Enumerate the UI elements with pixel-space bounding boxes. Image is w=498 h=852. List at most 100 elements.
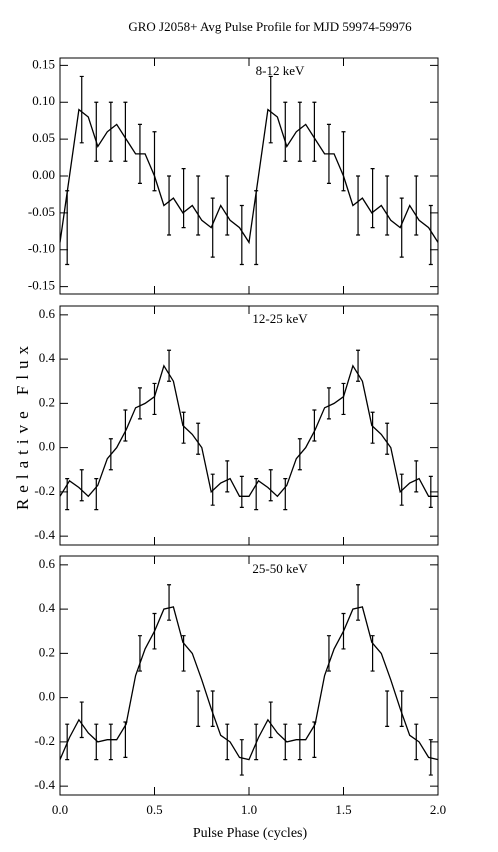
error-bar — [123, 101, 128, 162]
y-tick-label: 0.6 — [39, 556, 56, 571]
error-bar — [137, 635, 142, 672]
x-tick-label: 0.0 — [52, 802, 68, 817]
error-bar — [225, 175, 230, 236]
error-bar — [414, 460, 419, 493]
y-tick-label: 0.2 — [39, 644, 55, 659]
x-tick-label: 2.0 — [430, 802, 446, 817]
y-tick-label: 0.05 — [32, 130, 55, 145]
y-tick-label: 0.4 — [39, 350, 56, 365]
error-bar — [385, 422, 390, 455]
error-bar — [356, 584, 361, 621]
y-tick-label: -0.4 — [34, 527, 55, 542]
fit-line — [59, 364, 438, 498]
error-bar — [268, 469, 273, 502]
x-tick-label: 1.5 — [335, 802, 351, 817]
error-bar — [326, 123, 331, 184]
error-bar — [370, 168, 375, 229]
y-tick-label: -0.4 — [34, 777, 55, 792]
error-bar — [326, 387, 331, 420]
error-bar — [196, 175, 201, 236]
error-bar — [414, 723, 419, 761]
panel-label: 12-25 keV — [252, 311, 308, 326]
error-bar — [356, 175, 361, 236]
error-bar — [356, 349, 361, 382]
error-bar — [196, 422, 201, 455]
error-bar — [123, 721, 128, 758]
error-bar — [370, 411, 375, 444]
error-bar — [254, 723, 259, 761]
error-bar — [79, 75, 84, 144]
y-tick-label: 0.2 — [39, 394, 55, 409]
error-bar — [268, 701, 273, 739]
error-bar — [79, 701, 84, 739]
y-tick-label: 0.0 — [39, 689, 55, 704]
error-bar — [225, 460, 230, 493]
error-bar — [297, 438, 302, 471]
fit-line — [59, 108, 439, 245]
error-bar — [210, 690, 215, 727]
error-bar — [94, 723, 99, 761]
error-bar — [399, 473, 404, 506]
error-bar — [123, 409, 128, 442]
error-bar — [94, 101, 99, 162]
error-bar — [108, 101, 113, 162]
error-bar — [181, 635, 186, 672]
error-bar — [312, 409, 317, 442]
error-bar — [385, 690, 390, 727]
error-bar — [326, 635, 331, 672]
error-bar — [268, 75, 273, 144]
error-bar — [283, 723, 288, 761]
panel-label: 25-50 keV — [252, 561, 308, 576]
y-tick-label: 0.0 — [39, 439, 55, 454]
error-bar — [254, 478, 259, 511]
error-bar — [341, 382, 346, 416]
y-tick-label: -0.15 — [28, 278, 55, 293]
error-bar — [167, 175, 172, 236]
error-bar — [108, 438, 113, 471]
error-bar — [210, 473, 215, 506]
error-bar — [428, 204, 433, 266]
error-bar — [297, 723, 302, 761]
error-bar — [399, 690, 404, 727]
error-bar — [254, 190, 259, 266]
error-bar — [297, 101, 302, 162]
error-bar — [370, 635, 375, 672]
y-tick-label: 0.4 — [39, 600, 56, 615]
error-bar — [181, 411, 186, 444]
error-bar — [428, 475, 433, 508]
error-bar — [399, 197, 404, 258]
y-axis-label: Relative Flux — [13, 340, 32, 510]
y-tick-label: -0.05 — [28, 204, 55, 219]
error-bar — [210, 197, 215, 258]
error-bar — [65, 478, 70, 511]
error-bar — [65, 723, 70, 761]
error-bar — [239, 475, 244, 508]
error-bar — [167, 584, 172, 621]
error-bar — [167, 349, 172, 382]
error-bar — [137, 387, 142, 420]
panel-frame — [59, 57, 439, 295]
error-bar — [283, 101, 288, 162]
chart-title: GRO J2058+ Avg Pulse Profile for MJD 599… — [128, 19, 412, 34]
error-bar — [152, 612, 157, 650]
y-tick-label: 0.6 — [39, 306, 56, 321]
error-bar — [312, 101, 317, 162]
error-bar — [65, 190, 70, 266]
fit-line — [59, 606, 439, 761]
error-bar — [152, 131, 157, 192]
y-tick-label: 0.10 — [32, 93, 55, 108]
error-bar — [108, 723, 113, 761]
y-tick-label: -0.10 — [28, 241, 55, 256]
x-axis-label: Pulse Phase (cycles) — [193, 826, 308, 841]
error-bar — [414, 175, 419, 236]
error-bar — [239, 204, 244, 266]
error-bar — [94, 478, 99, 511]
error-bar — [181, 168, 186, 229]
error-bar — [428, 739, 433, 776]
error-bar — [152, 382, 157, 416]
y-tick-label: 0.00 — [32, 167, 55, 182]
error-bar — [341, 131, 346, 192]
error-bar — [225, 723, 230, 761]
y-tick-label: 0.15 — [32, 56, 55, 71]
